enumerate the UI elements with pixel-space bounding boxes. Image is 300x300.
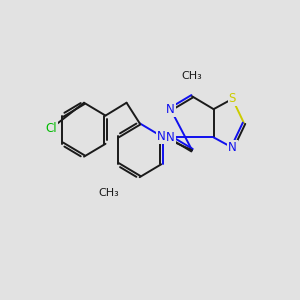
Text: N: N [166, 131, 175, 144]
Text: N: N [228, 141, 237, 154]
Text: N: N [166, 103, 175, 116]
Text: CH₃: CH₃ [182, 71, 202, 81]
Text: Cl: Cl [45, 122, 57, 135]
Text: S: S [229, 92, 236, 105]
Text: CH₃: CH₃ [99, 188, 120, 198]
Text: N: N [157, 130, 166, 142]
